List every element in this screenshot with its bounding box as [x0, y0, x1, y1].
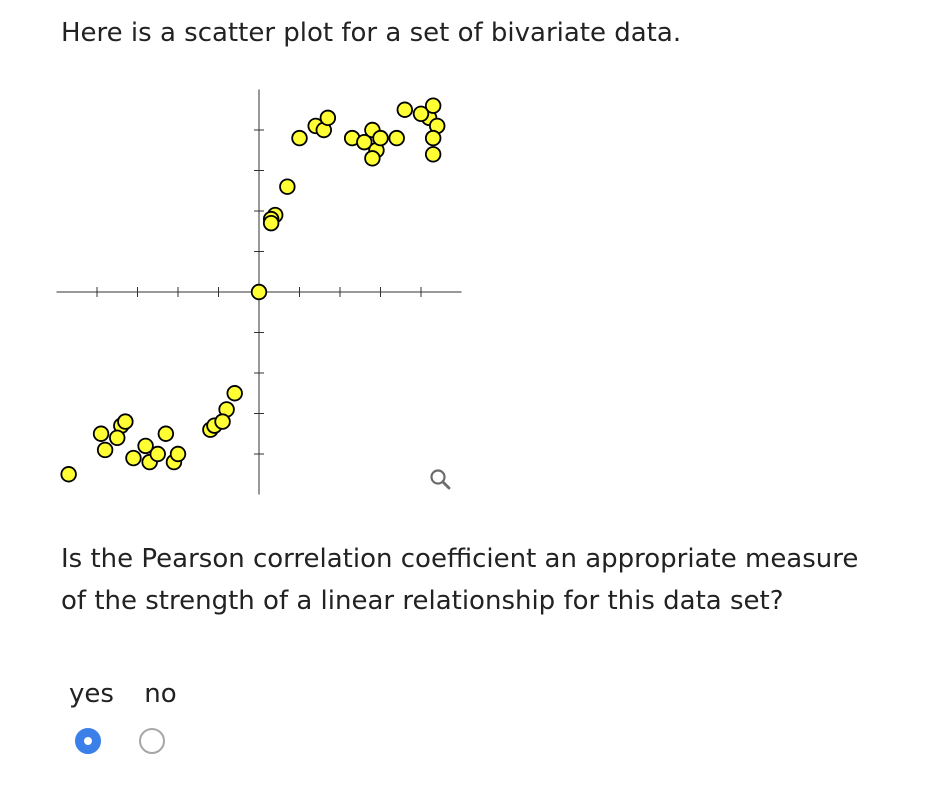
data-point [396, 101, 414, 118]
option-no-radio[interactable] [139, 728, 165, 754]
data-point [356, 133, 373, 151]
data-point [412, 105, 430, 123]
data-point [157, 425, 175, 442]
data-point [424, 129, 442, 147]
plot-ticks [96, 129, 422, 455]
data-point [364, 150, 381, 167]
option-yes-radio[interactable] [75, 728, 101, 754]
data-point [60, 466, 77, 483]
data-point [424, 146, 442, 163]
data-point [92, 425, 110, 442]
data-point [125, 449, 142, 467]
data-point [117, 413, 134, 430]
magnifier-icon[interactable] [430, 469, 451, 490]
data-point [226, 385, 243, 402]
data-point [109, 429, 126, 447]
data-point [169, 445, 187, 463]
data-point [388, 129, 405, 147]
data-point [214, 413, 231, 430]
data-point [424, 97, 442, 114]
data-point [137, 437, 154, 455]
data-point [96, 441, 114, 459]
choice-labels: yes no [69, 676, 177, 712]
data-point [279, 178, 296, 195]
data-point [291, 129, 308, 147]
data-point [319, 109, 337, 127]
option-yes-label: yes [69, 679, 114, 709]
question-text: Is the Pearson correlation coefficient a… [61, 544, 859, 616]
data-point [372, 129, 389, 147]
scatter-plot [56, 89, 462, 495]
data-point [250, 283, 268, 301]
data-point [149, 445, 166, 463]
prompt-text: Here is a scatter plot for a set of biva… [61, 18, 682, 48]
option-no-label: no [144, 679, 177, 709]
data-point [262, 214, 280, 232]
plot-points [60, 97, 446, 483]
